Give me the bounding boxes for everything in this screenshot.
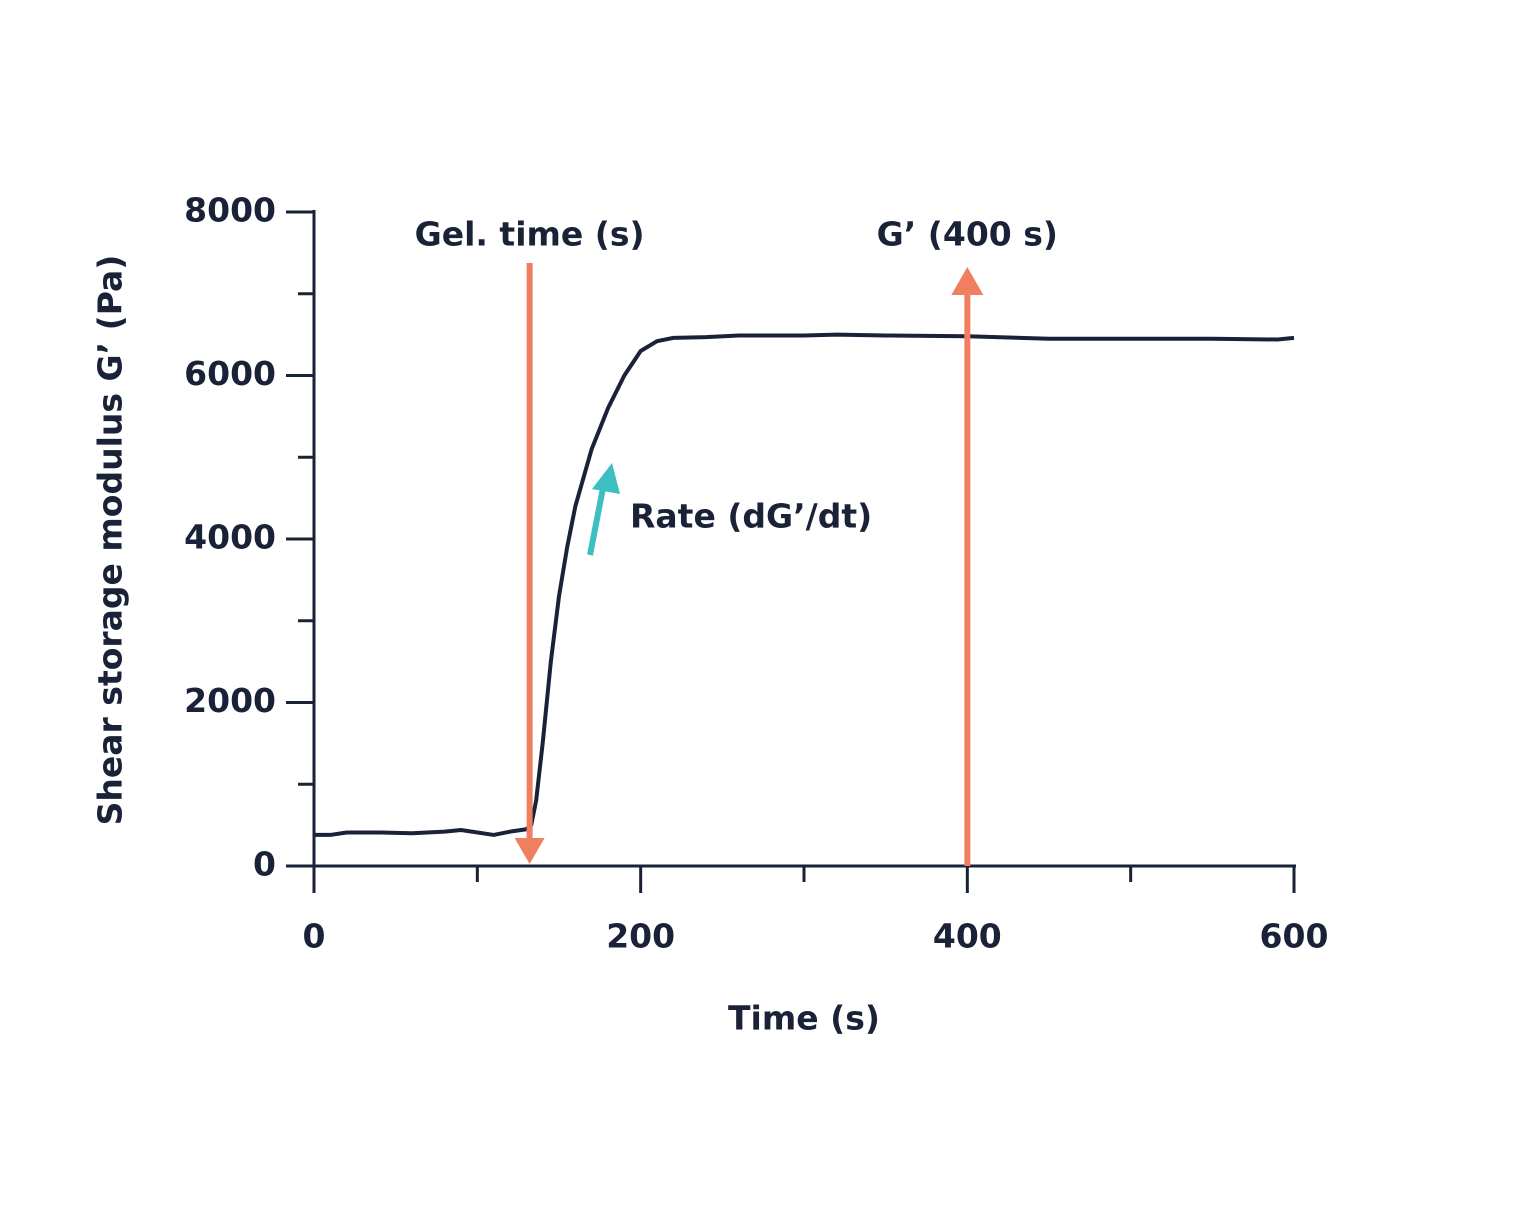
x-tick-label: 0 xyxy=(303,917,326,956)
rate-arrow-head xyxy=(592,463,620,494)
annotation: Rate (dG’/dt) xyxy=(630,497,872,536)
x-tick-label: 200 xyxy=(606,917,675,956)
y-tick-label: 8000 xyxy=(184,191,276,230)
annotation: G’ (400 s) xyxy=(877,215,1058,254)
y-axis-label: Shear storage modulus G’ (Pa) xyxy=(91,255,130,826)
gel-time-arrow-head xyxy=(514,838,545,864)
y-tick-label: 6000 xyxy=(184,354,276,393)
x-tick-label: 400 xyxy=(933,917,1002,956)
rate-arrow-shaft xyxy=(587,487,606,556)
data-line xyxy=(314,332,1295,837)
x-tick-label: 600 xyxy=(1260,917,1329,956)
y-tick-label: 4000 xyxy=(184,518,276,557)
y-tick-label: 2000 xyxy=(184,681,276,720)
g400-arrow-head xyxy=(951,267,984,295)
annotation: Gel. time (s) xyxy=(415,215,645,254)
x-axis-label: Time (s) xyxy=(728,999,880,1038)
rate-arrow xyxy=(587,463,620,556)
y-tick-label: 0 xyxy=(253,845,276,884)
